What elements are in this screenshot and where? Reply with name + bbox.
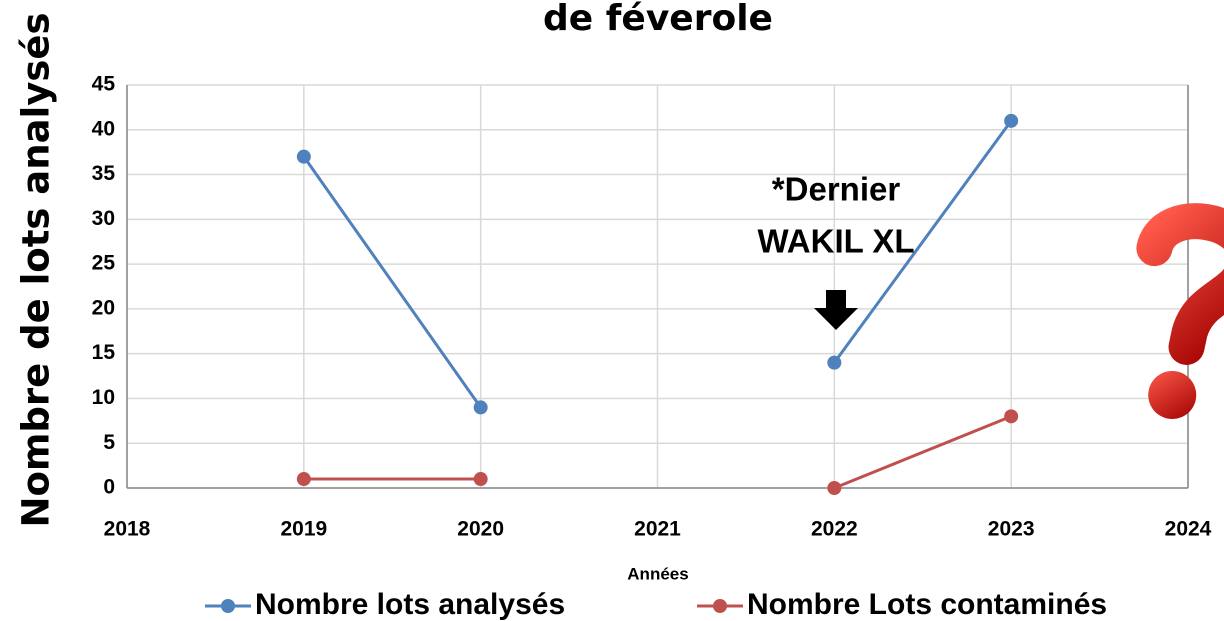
- x-axis-label: Années: [627, 564, 688, 583]
- y-tick-label: 30: [92, 207, 115, 230]
- annotation: WAKIL XL: [757, 223, 914, 260]
- series-line: [302, 119, 1013, 409]
- y-tick-label: 35: [92, 162, 116, 185]
- y-tick-label: 0: [103, 476, 115, 499]
- y-tick-label: 10: [92, 386, 115, 409]
- y-tick-label: 25: [92, 252, 116, 275]
- x-tick-label: 2024: [1165, 518, 1212, 541]
- data-point: [827, 481, 842, 495]
- legend-label: Nombre lots analysés: [255, 588, 565, 621]
- legend-label: Nombre Lots contaminés: [747, 588, 1107, 621]
- x-tick-label: 2019: [280, 518, 327, 541]
- arrow-icon: [814, 290, 858, 330]
- y-tick-label: 20: [92, 296, 115, 319]
- x-tick-label: 2022: [811, 518, 858, 541]
- data-point: [473, 472, 488, 487]
- data-point: [296, 149, 311, 164]
- data-point: [296, 472, 311, 487]
- legend-marker: [221, 599, 235, 613]
- y-axis-label: Nombre de lots analysés: [15, 12, 58, 527]
- x-tick-label: 2020: [457, 518, 504, 541]
- legend-marker: [713, 599, 727, 613]
- y-tick-label: 15: [92, 341, 116, 364]
- x-tick-label: 2018: [104, 518, 151, 541]
- data-point: [473, 400, 488, 415]
- series-line: [303, 414, 1012, 490]
- data-point: [1004, 113, 1019, 128]
- x-tick-label: 2023: [988, 518, 1035, 541]
- y-tick-label: 5: [103, 431, 115, 454]
- data-point: [827, 355, 842, 370]
- y-tick-label: 40: [92, 117, 115, 140]
- y-tick-label: 45: [92, 73, 116, 96]
- x-tick-label: 2021: [634, 518, 681, 541]
- data-point: [1004, 409, 1019, 424]
- chart-title: de féverole: [543, 0, 773, 39]
- question-mark-icon: [1136, 203, 1224, 420]
- annotation: *Dernier: [772, 171, 901, 208]
